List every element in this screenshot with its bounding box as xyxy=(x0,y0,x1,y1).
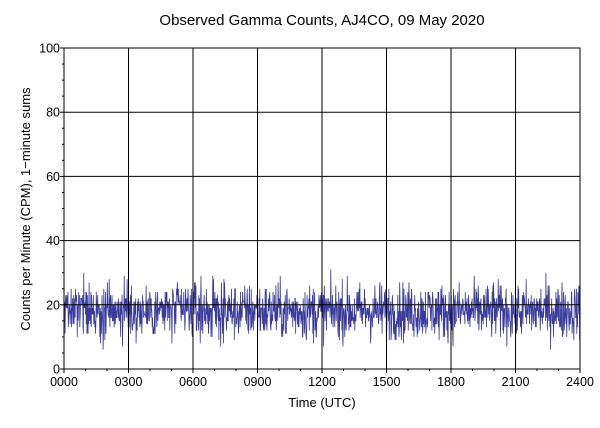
x-tick-label: 1200 xyxy=(308,375,336,389)
y-tick-label: 0 xyxy=(53,363,60,377)
x-axis: 0000 0300 0600 0900 1200 1500 1800 2100 2400 xyxy=(50,369,594,389)
y-tick-label: 60 xyxy=(46,170,60,184)
x-tick-label: 2400 xyxy=(566,375,594,389)
x-tick-label: 2100 xyxy=(502,375,530,389)
x-tick-label: 0300 xyxy=(115,375,143,389)
x-tick-label: 1800 xyxy=(437,375,465,389)
y-tick-label: 80 xyxy=(46,106,60,120)
y-tick-label: 100 xyxy=(39,42,60,56)
x-tick-label: 1500 xyxy=(373,375,401,389)
chart-title: Observed Gamma Counts, AJ4CO, 09 May 202… xyxy=(159,12,484,29)
x-tick-label: 0900 xyxy=(244,375,272,389)
y-axis: 0 20 40 60 80 100 xyxy=(39,42,64,377)
y-tick-label: 40 xyxy=(46,234,60,248)
x-tick-label: 0000 xyxy=(50,375,78,389)
x-tick-label: 0600 xyxy=(179,375,207,389)
y-axis-label: Counts per Minute (CPM), 1−minute sums xyxy=(18,87,33,331)
y-tick-label: 20 xyxy=(46,298,60,312)
x-axis-label: Time (UTC) xyxy=(288,395,355,410)
